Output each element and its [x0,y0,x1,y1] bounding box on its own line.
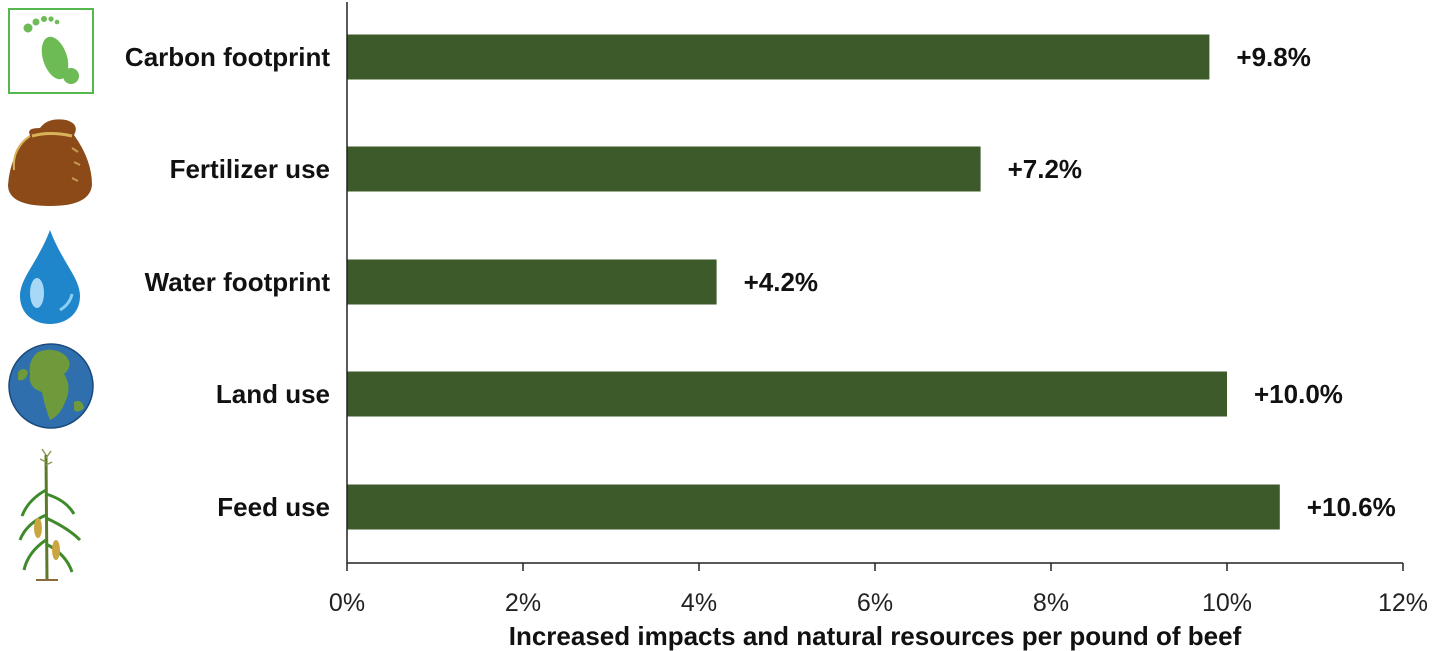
value-label: +10.6% [1307,492,1396,522]
corn-plant-icon [18,448,82,581]
category-label: Land use [216,379,330,409]
bar [347,146,981,192]
value-label: +10.0% [1254,379,1343,409]
x-tick-label: 4% [681,589,717,617]
x-tick-label: 8% [1033,589,1069,617]
x-tick-label: 12% [1378,589,1428,617]
globe-icon [8,343,94,429]
water-drop-icon [20,230,80,324]
value-label: +4.2% [744,267,818,297]
footprint-icon [8,8,94,94]
x-tick-label: 10% [1202,589,1252,617]
category-label: Feed use [217,492,330,522]
x-axis-title: Increased impacts and natural resources … [509,621,1242,651]
fertilizer-sack-icon [8,119,92,206]
category-label: Fertilizer use [170,154,330,184]
category-label: Carbon footprint [125,42,330,72]
value-label: +9.8% [1236,42,1310,72]
category-label: Water footprint [145,267,331,297]
value-label: +7.2% [1008,154,1082,184]
x-tick-label: 6% [857,589,893,617]
bar [347,371,1227,417]
bar [347,484,1280,530]
x-tick-label: 2% [505,589,541,617]
bar [347,34,1210,80]
x-tick-label: 0% [329,589,365,617]
bar [347,259,717,305]
